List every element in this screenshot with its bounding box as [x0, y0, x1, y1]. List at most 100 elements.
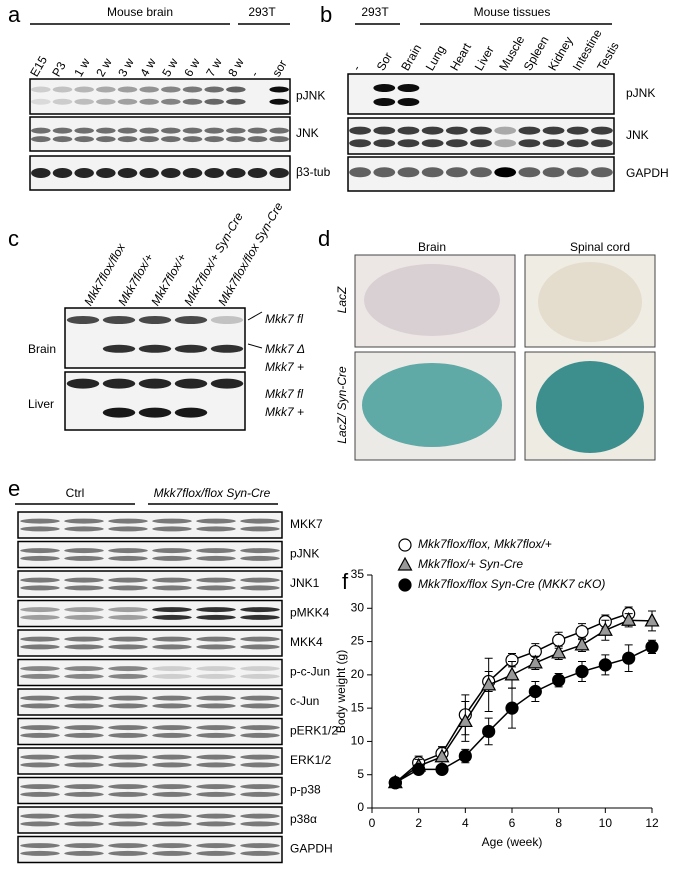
- label: Testis: [594, 40, 621, 74]
- band: [66, 316, 100, 324]
- band: [139, 136, 159, 143]
- band: [518, 126, 541, 135]
- band: [20, 644, 60, 650]
- band: [31, 136, 51, 143]
- band: [152, 526, 192, 532]
- band: [108, 850, 148, 856]
- band: [240, 762, 280, 768]
- band: [269, 136, 289, 143]
- label: Heart: [447, 40, 474, 73]
- y-tick-label: 35: [351, 567, 365, 581]
- band: [152, 614, 192, 620]
- label: 1 w: [71, 56, 93, 79]
- band: [196, 548, 236, 554]
- band: [152, 518, 192, 524]
- marker: [504, 666, 520, 681]
- band: [20, 762, 60, 768]
- band: [494, 139, 517, 148]
- blot: [347, 117, 615, 155]
- band: [74, 127, 94, 134]
- band: [138, 344, 172, 353]
- y-tick-label: 0: [357, 800, 364, 814]
- band: [52, 136, 73, 143]
- marker: [552, 633, 566, 647]
- band: [20, 614, 60, 620]
- band: [64, 644, 104, 650]
- band: [196, 666, 236, 672]
- label: pJNK: [290, 547, 319, 561]
- band: [152, 673, 192, 679]
- rule: [247, 311, 263, 321]
- band: [20, 666, 60, 672]
- label: Mkk7 +: [265, 405, 304, 419]
- band: [20, 585, 60, 591]
- band: [108, 548, 148, 554]
- label: Brain: [398, 42, 424, 73]
- band: [20, 695, 60, 701]
- band: [494, 167, 517, 178]
- y-tick-label: 5: [357, 767, 364, 781]
- band: [174, 344, 208, 353]
- band: [108, 518, 148, 524]
- label: LacZ/ Syn-Cre: [335, 366, 349, 444]
- band: [161, 127, 181, 134]
- band: [174, 316, 208, 324]
- band: [64, 585, 104, 591]
- band: [152, 754, 192, 760]
- band: [240, 585, 280, 591]
- label: f: [342, 569, 349, 594]
- band: [161, 86, 181, 93]
- band: [196, 555, 236, 561]
- band: [196, 673, 236, 679]
- legend-marker: [398, 578, 412, 592]
- band: [240, 555, 280, 561]
- band: [240, 526, 280, 532]
- band: [226, 127, 246, 134]
- blot: [17, 747, 283, 775]
- y-tick-label: 30: [351, 600, 365, 614]
- band: [470, 167, 492, 178]
- band: [240, 695, 280, 701]
- x-tick-label: 2: [415, 816, 422, 830]
- band: [139, 127, 159, 134]
- band: [64, 703, 104, 709]
- band: [20, 843, 60, 849]
- band: [204, 98, 224, 105]
- band: [182, 98, 203, 105]
- blot: [347, 73, 615, 115]
- band: [152, 666, 192, 672]
- band: [52, 127, 73, 134]
- label: Mkk7 fl: [265, 387, 303, 401]
- band: [240, 614, 280, 620]
- band: [397, 139, 420, 148]
- label: p38α: [290, 812, 317, 826]
- blot: [17, 658, 283, 687]
- label: JNK: [626, 128, 649, 142]
- band: [373, 139, 396, 148]
- marker: [597, 621, 613, 636]
- blot: [17, 776, 283, 805]
- blot: [17, 688, 283, 716]
- marker: [575, 624, 589, 639]
- band: [20, 577, 60, 583]
- legend-marker: [397, 556, 413, 571]
- band: [182, 136, 203, 143]
- band: [96, 168, 116, 178]
- label: LacZ: [335, 286, 349, 313]
- marker: [458, 749, 472, 763]
- band: [240, 644, 280, 650]
- blot: [17, 540, 283, 569]
- label: Mouse brain: [107, 5, 173, 19]
- band: [108, 813, 148, 819]
- band: [152, 695, 192, 701]
- label: pJNK: [626, 86, 655, 100]
- band: [247, 136, 268, 143]
- band: [196, 526, 236, 532]
- band: [161, 136, 181, 143]
- label: β3-tub: [296, 165, 331, 179]
- band: [240, 821, 280, 827]
- band: [247, 168, 268, 178]
- marker: [552, 673, 566, 687]
- band: [494, 126, 517, 135]
- marker: [644, 612, 660, 627]
